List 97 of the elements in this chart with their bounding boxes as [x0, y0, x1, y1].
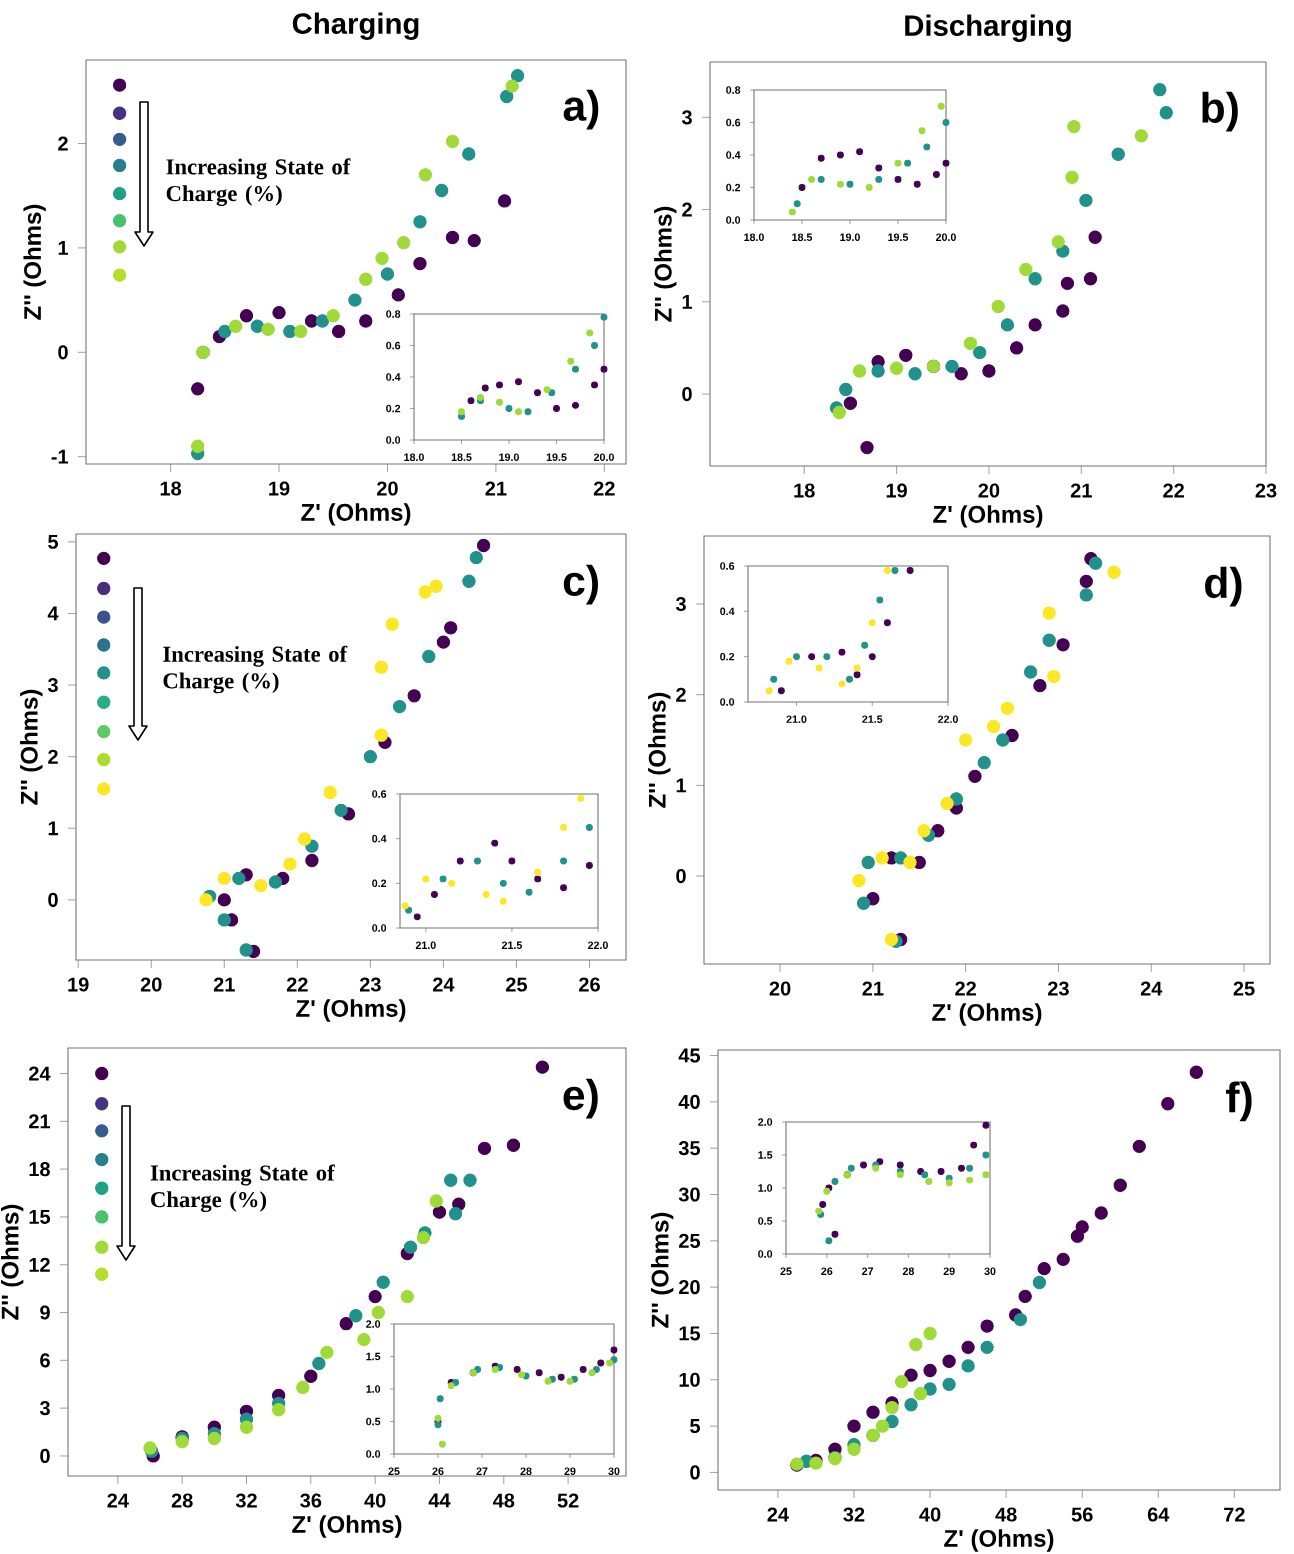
annotation: b) [1202, 91, 1238, 132]
y-tick-label: 5 [48, 534, 59, 549]
x-tick-label: 40 [919, 1507, 941, 1522]
y-axis-title: Z'' (Ohms) [20, 689, 43, 805]
y-axis-title: Z'' (Ohms) [0, 1204, 24, 1320]
x-tick-label: 22 [286, 977, 308, 992]
x-tick-label: 24 [432, 977, 455, 992]
y-tick-label: 0 [682, 386, 692, 402]
x-tick-label: 32 [235, 1493, 257, 1508]
x-tick-label: 20 [978, 483, 1000, 498]
y-tick-label: 10 [679, 1372, 700, 1387]
y-tick-label: 2 [676, 687, 686, 702]
y-tick-label: 3 [675, 596, 686, 612]
x-tick-label: 19 [886, 483, 907, 498]
y-tick-label: 25 [679, 1233, 701, 1248]
x-tick-label: 24 [107, 1493, 129, 1508]
x-tick-label: 19 [269, 481, 290, 496]
y-tick-label: 1 [48, 821, 59, 836]
y-tick-label: 0 [676, 868, 686, 884]
x-tick-label: 23 [1255, 483, 1277, 498]
x-tick-label: 52 [557, 1493, 579, 1508]
annotation: e) [563, 1078, 598, 1119]
y-tick-label: 6 [40, 1353, 50, 1368]
x-tick-label: 24 [1140, 981, 1163, 996]
y-axis-title: Z'' (Ohms) [23, 204, 46, 320]
y-axis-title: Z'' (Ohms) [648, 692, 671, 808]
annotation: Increasing State of Charge (%) [166, 158, 351, 206]
y-tick-label: 3 [47, 677, 58, 693]
y-tick-label: 1 [676, 778, 687, 793]
y-tick-label: 0 [40, 1448, 50, 1464]
y-tick-label: 24 [29, 1066, 51, 1081]
x-tick-label: 18 [160, 481, 182, 496]
x-tick-label: 25 [1233, 981, 1255, 996]
x-tick-label: 48 [995, 1507, 1017, 1522]
annotation: Increasing State of Charge (%) [150, 1164, 335, 1213]
annotation: a) [563, 89, 599, 130]
y-tick-label: 15 [679, 1326, 701, 1341]
y-tick-label: 21 [29, 1114, 51, 1129]
y-tick-label: 40 [678, 1094, 700, 1109]
y-tick-label: 30 [678, 1187, 700, 1202]
x-tick-label: 21 [862, 981, 884, 996]
x-tick-label: 22 [593, 481, 615, 496]
x-tick-label: 21 [213, 977, 235, 992]
x-tick-label: 48 [492, 1493, 515, 1508]
x-axis-title: Z' (Ohms) [933, 505, 1043, 528]
y-tick-label: 12 [29, 1257, 50, 1272]
x-axis-title: Z' (Ohms) [944, 1529, 1054, 1552]
y-tick-label: 20 [679, 1280, 700, 1295]
annotation: Increasing State of Charge (%) [163, 645, 348, 694]
chart-title: Charging [292, 12, 419, 40]
x-tick-label: 36 [300, 1493, 322, 1508]
x-tick-label: 20 [140, 977, 162, 992]
annotation: f) [1226, 1081, 1252, 1122]
x-tick-label: 18 [794, 483, 815, 498]
y-tick-label: 45 [678, 1048, 701, 1063]
x-tick-label: 25 [506, 977, 528, 992]
x-tick-label: 21 [1070, 483, 1092, 498]
y-tick-label: 18 [29, 1162, 50, 1177]
y-axis-title: Z'' (Ohms) [650, 1212, 674, 1328]
y-tick-label: 1 [58, 241, 69, 255]
x-tick-label: 21 [485, 481, 507, 496]
y-tick-label: 2 [48, 749, 58, 764]
x-tick-label: 72 [1224, 1507, 1245, 1522]
x-tick-label: 22 [1163, 483, 1184, 498]
x-axis-title: Z' (Ohms) [292, 1515, 402, 1538]
x-axis-title: Z' (Ohms) [296, 999, 406, 1022]
x-axis-title: Z' (Ohms) [301, 503, 411, 526]
y-tick-label: -1 [51, 449, 69, 464]
y-tick-label: 9 [40, 1305, 50, 1320]
y-tick-label: 2 [58, 136, 68, 151]
y-tick-label: 5 [690, 1419, 701, 1434]
x-tick-label: 26 [579, 977, 600, 992]
x-tick-label: 56 [1071, 1507, 1093, 1522]
y-tick-label: 0 [58, 345, 68, 360]
y-tick-label: 15 [29, 1209, 51, 1224]
y-axis-title: Z'' (Ohms) [654, 206, 677, 322]
x-tick-label: 23 [1048, 981, 1069, 996]
y-tick-label: 2 [682, 202, 692, 217]
x-tick-label: 64 [1147, 1507, 1170, 1522]
y-tick-label: 0 [48, 892, 58, 907]
x-axis-title: Z' (Ohms) [932, 1003, 1042, 1026]
x-tick-label: 23 [359, 977, 381, 992]
y-tick-label: 3 [39, 1401, 50, 1416]
x-tick-label: 20 [769, 981, 791, 996]
y-tick-label: 35 [678, 1141, 701, 1156]
y-tick-label: 1 [682, 294, 693, 309]
x-tick-label: 28 [171, 1493, 193, 1508]
annotation: c) [563, 564, 598, 605]
y-tick-label: 0 [690, 1465, 700, 1480]
y-tick-label: 4 [47, 606, 59, 621]
x-tick-label: 44 [428, 1493, 451, 1508]
x-tick-label: 22 [955, 981, 976, 996]
annotation: d) [1205, 566, 1242, 607]
y-tick-label: 3 [681, 110, 692, 125]
chart-title: Discharging [905, 14, 1071, 42]
x-tick-label: 19 [68, 977, 89, 992]
x-tick-label: 32 [843, 1507, 865, 1522]
